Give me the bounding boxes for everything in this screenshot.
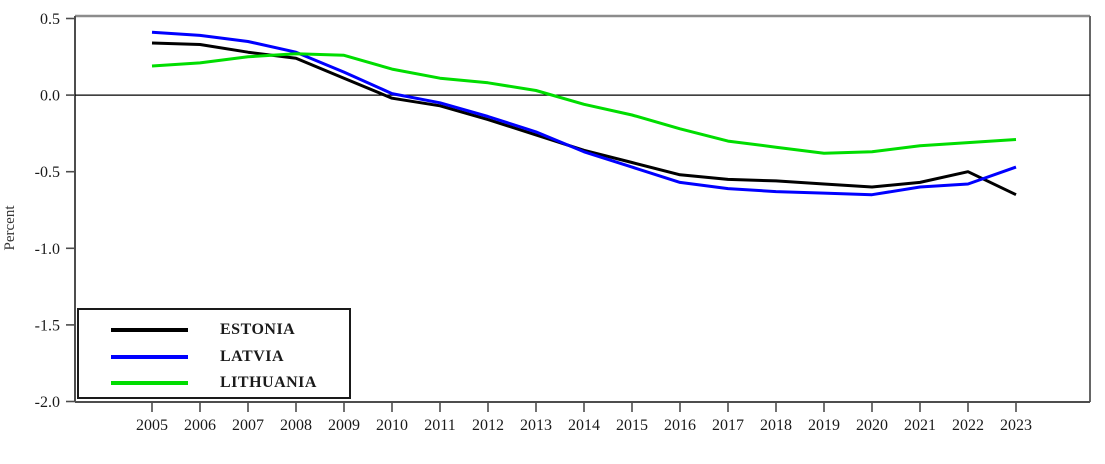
x-tick-label: 2015 <box>616 417 648 434</box>
y-tick-label: -0.5 <box>35 164 60 181</box>
y-tick-label: 0.5 <box>40 11 60 28</box>
x-tick-label: 2013 <box>520 417 552 434</box>
x-tick-label: 2020 <box>856 417 888 434</box>
series-line-lithuania <box>151 52 1017 155</box>
y-axis-title: Percent <box>2 205 18 251</box>
x-tick-label: 2019 <box>808 417 840 434</box>
legend: ESTONIA LATVIA LITHUANIA <box>77 308 351 399</box>
legend-label-estonia: ESTONIA <box>220 321 296 338</box>
x-tick-label: 2006 <box>184 417 216 434</box>
y-tick-label: -1.5 <box>35 317 60 334</box>
series-line-estonia <box>151 41 1017 197</box>
y-tick-label: 0.0 <box>40 88 60 105</box>
legend-item-latvia: LATVIA <box>79 347 349 367</box>
legend-item-estonia: ESTONIA <box>79 320 349 340</box>
legend-label-latvia: LATVIA <box>220 348 285 365</box>
x-tick-label: 2008 <box>280 417 312 434</box>
x-tick-label: 2016 <box>664 417 696 434</box>
legend-item-lithuania: LITHUANIA <box>79 373 349 393</box>
x-tick-label: 2022 <box>952 417 984 434</box>
x-tick-label: 2010 <box>376 417 408 434</box>
y-tick-label: -1.0 <box>35 241 60 258</box>
x-tick-label: 2017 <box>712 417 744 434</box>
x-tick-label: 2009 <box>328 417 360 434</box>
estonia-line-swatch <box>111 328 188 332</box>
lithuania-line-swatch <box>111 381 188 385</box>
x-tick-label: 2023 <box>1000 417 1032 434</box>
x-tick-label: 2005 <box>136 417 168 434</box>
x-tick-label: 2012 <box>472 417 504 434</box>
x-tick-label: 2021 <box>904 417 936 434</box>
y-tick-label: -2.0 <box>35 394 60 411</box>
legend-label-lithuania: LITHUANIA <box>220 374 317 391</box>
x-tick-label: 2018 <box>760 417 792 434</box>
x-tick-label: 2014 <box>568 417 600 434</box>
x-tick-label: 2011 <box>424 417 455 434</box>
latvia-line-swatch <box>111 355 188 359</box>
x-tick-label: 2007 <box>232 417 264 434</box>
